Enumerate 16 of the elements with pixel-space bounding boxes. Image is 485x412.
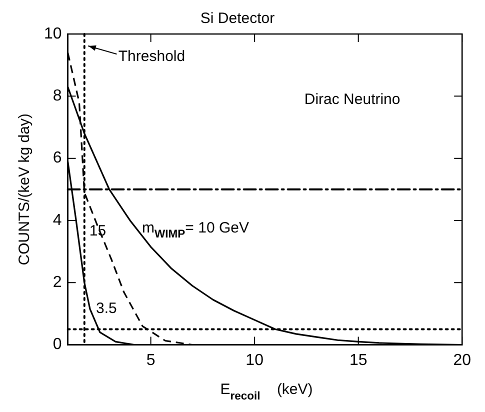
y-tick-label: 8	[52, 88, 62, 105]
y-tick-label: 0	[52, 336, 62, 354]
x-tick-label: 15	[349, 352, 368, 369]
y-tick-label: 4	[52, 212, 62, 229]
x-tick-label: 20	[453, 352, 472, 369]
y-axis-title: COUNTS/(keV kg day)	[16, 114, 34, 266]
series-label: 3.5	[96, 300, 117, 318]
y-tick-label: 2	[52, 274, 62, 292]
y-tick-label: 6	[52, 150, 62, 167]
ref-line-label: Threshold	[118, 48, 186, 65]
series-label: 15	[89, 222, 106, 240]
chart-title: Si Detector	[200, 10, 275, 28]
y-tick-label: 10	[44, 25, 62, 42]
annotation: Dirac Neutrino	[304, 91, 400, 108]
x-tick-label: 5	[146, 352, 156, 369]
x-tick-label: 10	[246, 352, 264, 369]
